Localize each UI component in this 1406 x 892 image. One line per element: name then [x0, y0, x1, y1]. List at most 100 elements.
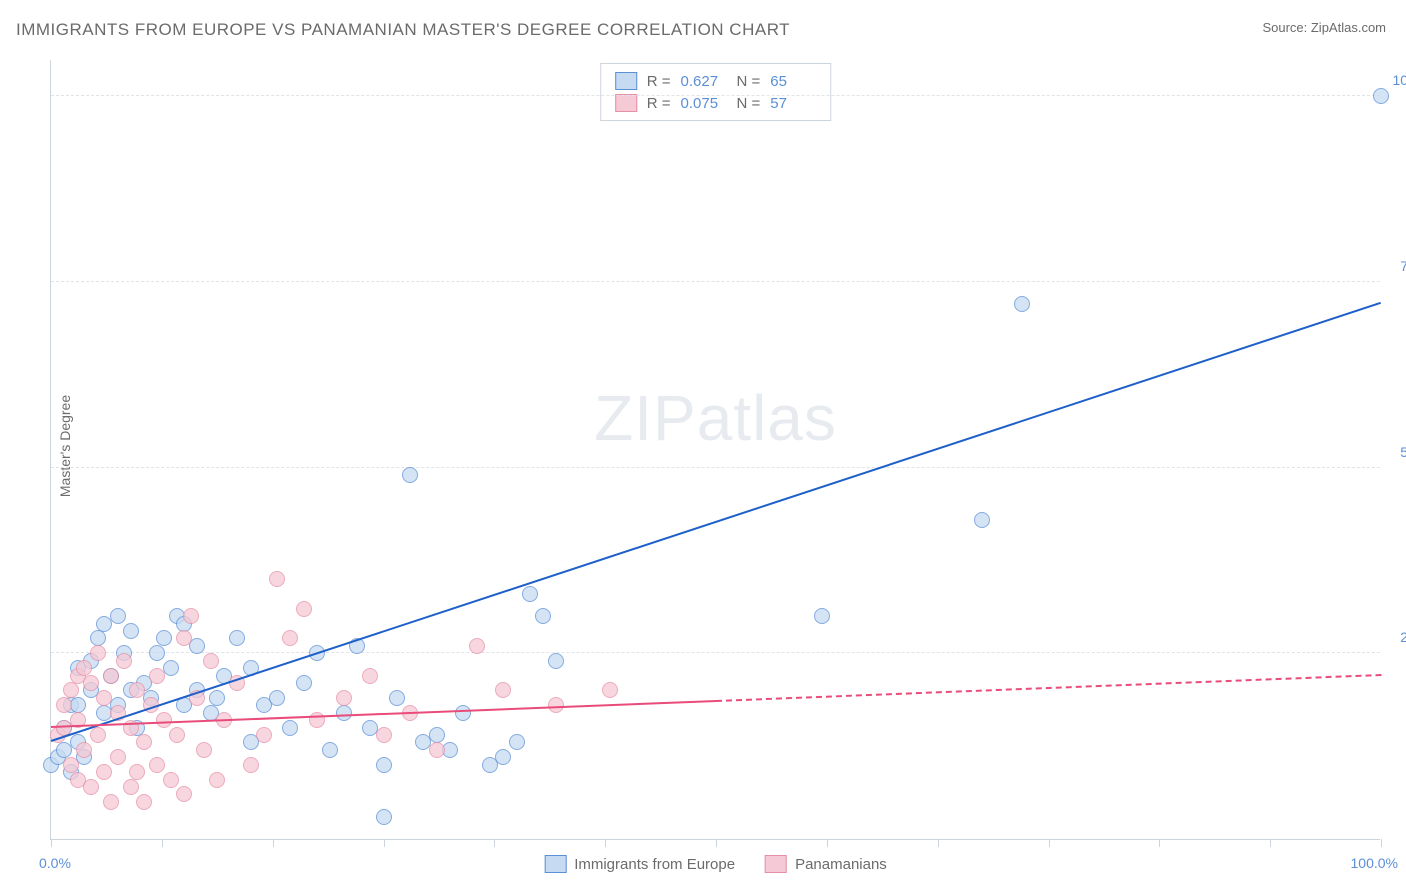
data-point: [209, 772, 225, 788]
data-point: [376, 727, 392, 743]
data-point: [296, 675, 312, 691]
y-tick-label: 75.0%: [1385, 258, 1406, 274]
data-point: [156, 712, 172, 728]
data-point: [96, 690, 112, 706]
y-tick-label: 100.0%: [1385, 72, 1406, 88]
data-point: [149, 757, 165, 773]
data-point: [269, 571, 285, 587]
data-point: [814, 608, 830, 624]
x-minor-tick: [1381, 839, 1382, 847]
n-label: N =: [737, 73, 761, 90]
data-point: [63, 682, 79, 698]
data-point: [469, 638, 485, 654]
data-point: [56, 697, 72, 713]
data-point: [376, 809, 392, 825]
data-point: [163, 772, 179, 788]
scatter-plot-area: ZIPatlas R =0.627N =65R =0.075N =57 0.0%…: [50, 60, 1380, 840]
r-label: R =: [647, 95, 671, 112]
data-point: [176, 786, 192, 802]
data-point: [203, 653, 219, 669]
data-point: [129, 764, 145, 780]
x-minor-tick: [1159, 839, 1160, 847]
data-point: [110, 749, 126, 765]
x-axis-start-label: 0.0%: [39, 855, 71, 871]
x-axis-end-label: 100.0%: [1351, 855, 1398, 871]
x-minor-tick: [273, 839, 274, 847]
r-value: 0.075: [681, 95, 727, 112]
x-minor-tick: [1270, 839, 1271, 847]
y-tick-label: 50.0%: [1385, 444, 1406, 460]
legend-item: Immigrants from Europe: [544, 855, 735, 873]
data-point: [103, 794, 119, 810]
data-point: [183, 608, 199, 624]
data-point: [176, 630, 192, 646]
data-point: [229, 630, 245, 646]
data-point: [129, 682, 145, 698]
trend-line: [51, 302, 1382, 742]
data-point: [90, 727, 106, 743]
x-minor-tick: [827, 839, 828, 847]
data-point: [110, 608, 126, 624]
legend-swatch: [544, 855, 566, 873]
x-minor-tick: [1049, 839, 1050, 847]
n-value: 57: [770, 95, 816, 112]
chart-title: IMMIGRANTS FROM EUROPE VS PANAMANIAN MAS…: [16, 20, 790, 40]
r-value: 0.627: [681, 73, 727, 90]
data-point: [509, 734, 525, 750]
data-point: [123, 623, 139, 639]
data-point: [602, 682, 618, 698]
legend-item: Panamanians: [765, 855, 887, 873]
legend-swatch: [765, 855, 787, 873]
data-point: [169, 727, 185, 743]
data-point: [63, 757, 79, 773]
data-point: [336, 690, 352, 706]
data-point: [149, 645, 165, 661]
data-point: [1014, 296, 1030, 312]
data-point: [90, 630, 106, 646]
data-point: [136, 794, 152, 810]
series-legend: Immigrants from Europe Panamanians: [544, 855, 887, 873]
x-minor-tick: [605, 839, 606, 847]
data-point: [389, 690, 405, 706]
data-point: [522, 586, 538, 602]
x-minor-tick: [938, 839, 939, 847]
x-minor-tick: [716, 839, 717, 847]
data-point: [495, 682, 511, 698]
watermark-light: atlas: [697, 382, 837, 454]
data-point: [136, 734, 152, 750]
data-point: [1373, 88, 1389, 104]
data-point: [256, 727, 272, 743]
data-point: [123, 779, 139, 795]
data-point: [90, 645, 106, 661]
data-point: [243, 757, 259, 773]
gridline: [51, 467, 1380, 468]
gridline: [51, 281, 1380, 282]
gridline: [51, 95, 1380, 96]
data-point: [429, 742, 445, 758]
data-point: [362, 668, 378, 684]
data-point: [83, 779, 99, 795]
data-point: [322, 742, 338, 758]
data-point: [296, 601, 312, 617]
data-point: [116, 653, 132, 669]
y-tick-label: 25.0%: [1385, 629, 1406, 645]
source-attribution: Source: ZipAtlas.com: [1262, 20, 1386, 35]
data-point: [269, 690, 285, 706]
x-minor-tick: [162, 839, 163, 847]
n-label: N =: [737, 95, 761, 112]
data-point: [103, 668, 119, 684]
data-point: [336, 705, 352, 721]
data-point: [282, 630, 298, 646]
stats-legend-row: R =0.627N =65: [615, 70, 817, 92]
trend-line: [716, 674, 1381, 702]
data-point: [209, 690, 225, 706]
x-minor-tick: [51, 839, 52, 847]
data-point: [76, 742, 92, 758]
data-point: [196, 742, 212, 758]
watermark-bold: ZIP: [594, 382, 697, 454]
legend-label: Panamanians: [795, 856, 887, 873]
data-point: [429, 727, 445, 743]
data-point: [156, 630, 172, 646]
legend-label: Immigrants from Europe: [574, 856, 735, 873]
data-point: [76, 660, 92, 676]
